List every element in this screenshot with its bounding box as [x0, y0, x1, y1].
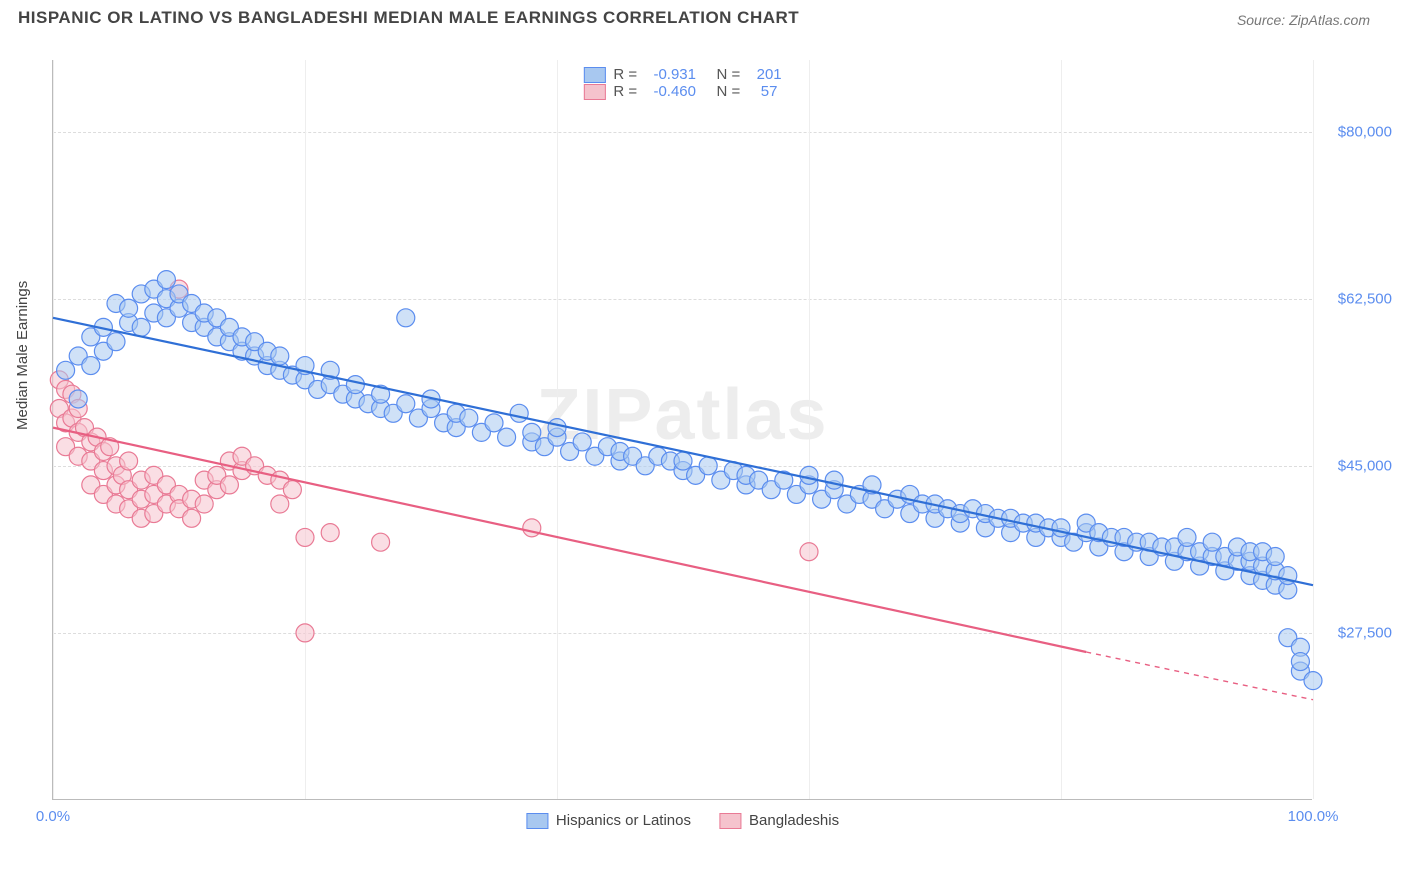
legend-stat-row: R = -0.931 N = 201 [583, 66, 781, 83]
legend-series-item: Bangladeshis [719, 812, 839, 829]
legend-stat-row: R = -0.460 N = 57 [583, 83, 781, 100]
legend-series-label: Bangladeshis [749, 812, 839, 829]
r-value: -0.931 [653, 66, 696, 83]
r-value: -0.460 [653, 83, 696, 100]
y-axis-label: Median Male Earnings [14, 281, 31, 430]
r-label: R = [613, 66, 645, 83]
n-value: 57 [757, 83, 778, 100]
x-tick-label: 100.0% [1288, 808, 1339, 825]
chart-plot-area: ZIPatlas $27,500$45,000$62,500$80,0000.0… [52, 60, 1312, 800]
legend-series-label: Hispanics or Latinos [556, 812, 691, 829]
r-label: R = [613, 83, 645, 100]
legend-swatch [583, 67, 605, 83]
legend-swatch [526, 813, 548, 829]
legend-swatch [583, 84, 605, 100]
source-label: Source: ZipAtlas.com [1237, 12, 1370, 28]
y-tick-label: $62,500 [1322, 290, 1392, 307]
scatter-plot-svg [53, 60, 1312, 799]
y-tick-label: $80,000 [1322, 123, 1392, 140]
legend-series: Hispanics or Latinos Bangladeshis [526, 812, 839, 829]
chart-header: HISPANIC OR LATINO VS BANGLADESHI MEDIAN… [0, 0, 1406, 34]
y-tick-label: $27,500 [1322, 624, 1392, 641]
n-value: 201 [757, 66, 782, 83]
legend-series-item: Hispanics or Latinos [526, 812, 691, 829]
legend-stats: R = -0.931 N = 201R = -0.460 N = 57 [575, 64, 789, 102]
y-tick-label: $45,000 [1322, 457, 1392, 474]
n-label: N = [704, 66, 749, 83]
legend-swatch [719, 813, 741, 829]
n-label: N = [704, 83, 749, 100]
x-tick-label: 0.0% [36, 808, 70, 825]
chart-title: HISPANIC OR LATINO VS BANGLADESHI MEDIAN… [18, 8, 799, 28]
